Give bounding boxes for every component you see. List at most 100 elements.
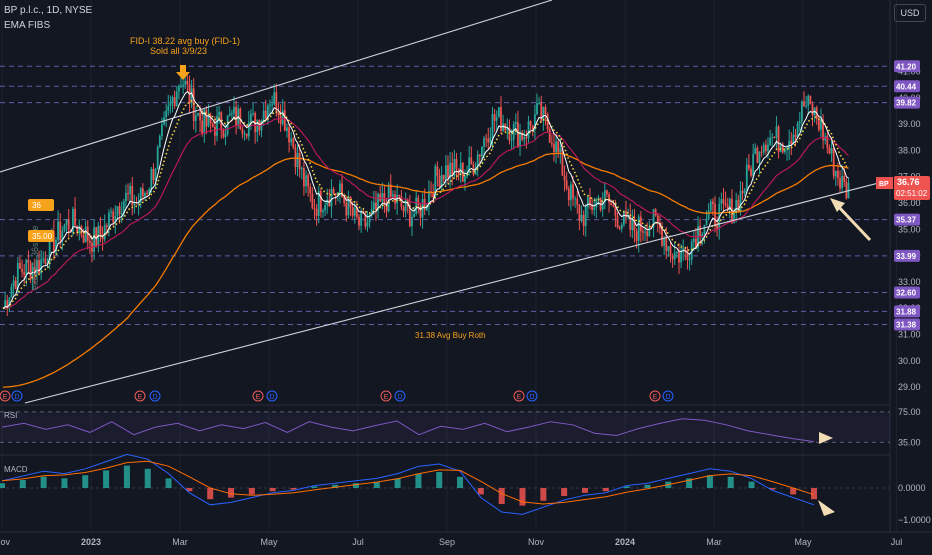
event-marker (513, 390, 525, 402)
candle-body (95, 227, 98, 247)
currency-button[interactable]: USD (894, 4, 926, 22)
candle-body (233, 106, 235, 114)
candle-body (758, 151, 761, 163)
macd-bar (165, 478, 172, 488)
candle-body (824, 136, 827, 141)
candle-body (40, 259, 43, 274)
candle-body (351, 207, 354, 216)
candle-body (798, 121, 801, 124)
candle-body (127, 193, 129, 195)
candle-body (184, 80, 187, 85)
candle-body (792, 134, 795, 145)
event-marker (11, 390, 23, 402)
candle-body (711, 201, 714, 204)
candle-body (688, 259, 691, 261)
rsi-tick-label: 35.00 (898, 437, 921, 447)
candle-body (447, 165, 449, 178)
candle-body (591, 204, 593, 210)
macd-bar (457, 476, 464, 488)
candle-body (264, 110, 267, 119)
candle-body (659, 223, 661, 229)
candle-body (131, 185, 134, 206)
price-level-badge (894, 213, 920, 226)
candle-body (368, 214, 371, 223)
rsi-title: RSI (4, 411, 17, 420)
candle-body (396, 194, 399, 204)
arrow-head (830, 198, 845, 212)
candle-body (557, 141, 560, 153)
candle-body (737, 199, 740, 212)
candle-body (218, 112, 221, 116)
candle-body (483, 138, 485, 147)
candle-body (319, 191, 322, 213)
candle-body (652, 209, 655, 227)
candle-body (381, 193, 384, 202)
candle-body (343, 196, 346, 204)
candle-body (720, 199, 723, 204)
candle-body (542, 107, 545, 122)
candle-body (743, 189, 746, 194)
candle-body (309, 186, 312, 194)
candle-body (150, 168, 153, 190)
last-price-badge (894, 176, 930, 201)
candle-body (820, 119, 822, 130)
candle-body (502, 123, 504, 131)
candle-body (470, 157, 473, 164)
candle-body (273, 92, 276, 105)
macd-bar (61, 478, 68, 488)
candle-body (650, 226, 653, 228)
candle-body (771, 137, 774, 139)
candle-body (703, 224, 706, 235)
event-marker (380, 390, 392, 402)
candle-body (722, 199, 725, 204)
macd-bar (519, 488, 526, 506)
candle-body (326, 199, 329, 206)
candle-body (661, 228, 663, 246)
y-tick-label: 38.00 (898, 145, 921, 155)
price-level-label: 41.20 (896, 62, 917, 71)
ema-fast-line (2, 90, 849, 309)
event-marker-label: E (256, 394, 261, 401)
candle-body (228, 113, 231, 116)
candle-body (597, 197, 600, 200)
candle-body (423, 198, 426, 210)
candle-body (146, 192, 148, 194)
x-tick-label: Nov (528, 537, 545, 547)
candle-body (754, 147, 757, 155)
candle-body (120, 213, 123, 215)
event-marker (649, 390, 661, 402)
candle-body (800, 101, 803, 122)
candle-body (705, 219, 708, 225)
macd-bar (207, 488, 214, 500)
candle-body (582, 214, 585, 227)
candle-body (241, 128, 244, 134)
macd-bar (477, 488, 484, 495)
y-tick-label: 31.00 (898, 330, 921, 340)
event-marker-label: E (517, 394, 522, 401)
macd-bar (748, 481, 755, 488)
left-tag-badge (28, 230, 54, 242)
candle-body (523, 136, 526, 140)
candle-body (286, 127, 288, 131)
candle-body (152, 168, 155, 181)
price-level-label: 35.37 (896, 216, 917, 225)
candle-body (247, 122, 250, 137)
candle-body (570, 184, 572, 201)
candle-body (745, 164, 748, 190)
candle-body (341, 183, 343, 197)
candle-body (404, 200, 407, 212)
candle-body (372, 202, 375, 210)
candle-body (639, 216, 642, 232)
candle-body (339, 183, 341, 193)
candle-body (642, 231, 644, 233)
candle-body (648, 226, 651, 237)
candle-body (262, 110, 265, 121)
macd-tick-label: 0.0000 (898, 483, 926, 493)
price-level-badge (894, 60, 920, 73)
candle-body (784, 149, 786, 153)
price-level-label: 40.44 (896, 82, 917, 91)
macd-bar (144, 468, 151, 488)
candle-body (88, 241, 91, 243)
